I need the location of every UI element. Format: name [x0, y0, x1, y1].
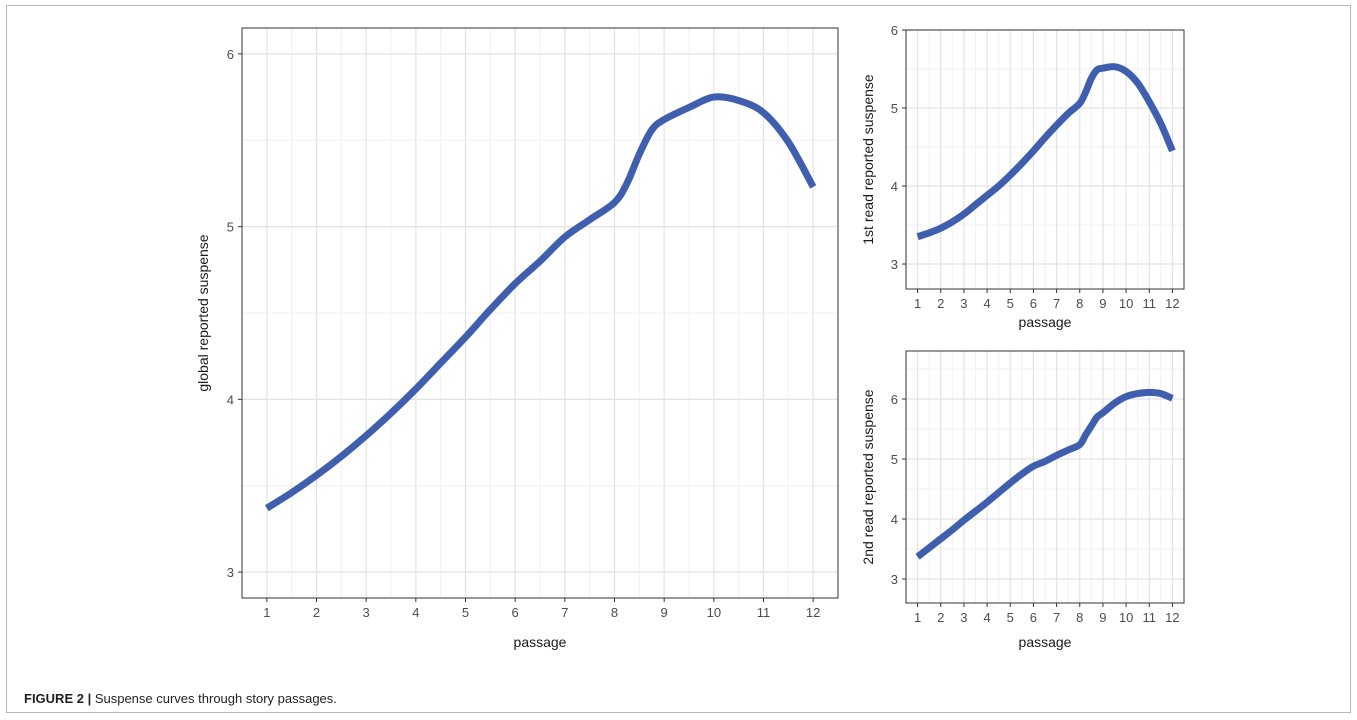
x-tick-label: 11 [1143, 296, 1157, 311]
x-tick-label: 11 [757, 605, 771, 620]
x-tick-label: 7 [1053, 296, 1060, 311]
x-tick-label: 1 [263, 605, 270, 620]
series-line [915, 388, 1174, 560]
series-line [264, 93, 817, 512]
x-tick-label: 8 [1076, 296, 1083, 311]
caption-text: Suspense curves through story passages. [91, 691, 337, 706]
y-tick-label: 6 [227, 47, 234, 62]
y-axis-title: 2nd read reported suspense [860, 389, 876, 564]
y-tick-label: 3 [891, 257, 898, 272]
y-tick-label: 4 [891, 512, 898, 527]
x-axis-title: passage [514, 634, 567, 650]
y-tick-label: 3 [227, 565, 234, 580]
series-line [916, 63, 1176, 241]
y-tick-label: 5 [227, 220, 234, 235]
x-tick-label: 7 [561, 605, 568, 620]
x-tick-label: 4 [412, 605, 419, 620]
x-tick-label: 5 [1007, 296, 1014, 311]
x-tick-label: 11 [1143, 610, 1157, 625]
x-tick-label: 8 [1076, 610, 1083, 625]
plot-border [905, 29, 1185, 290]
y-tick-label: 5 [891, 101, 898, 116]
y-tick-label: 6 [891, 392, 898, 407]
plot-border [241, 27, 839, 599]
x-tick-label: 9 [1099, 610, 1106, 625]
x-tick-label: 12 [1165, 610, 1179, 625]
x-tick-label: 12 [1165, 296, 1179, 311]
x-tick-label: 3 [960, 296, 967, 311]
x-tick-label: 12 [806, 605, 820, 620]
x-tick-label: 2 [937, 296, 944, 311]
x-tick-label: 6 [1030, 610, 1037, 625]
x-tick-label: 2 [937, 610, 944, 625]
y-tick-label: 3 [891, 572, 898, 587]
x-tick-label: 10 [1119, 296, 1133, 311]
x-tick-label: 3 [363, 605, 370, 620]
figure-caption: FIGURE 2 | Suspense curves through story… [24, 691, 337, 706]
plot-border [905, 350, 1185, 604]
x-tick-label: 4 [983, 610, 990, 625]
y-tick-label: 6 [891, 23, 898, 38]
y-tick-label: 4 [227, 392, 234, 407]
x-axis-title: passage [1019, 314, 1072, 330]
x-tick-label: 5 [1007, 610, 1014, 625]
x-tick-label: 4 [983, 296, 990, 311]
x-tick-label: 7 [1053, 610, 1060, 625]
y-axis-title: 1st read reported suspense [860, 74, 876, 245]
x-tick-label: 2 [313, 605, 320, 620]
x-tick-label: 1 [914, 610, 921, 625]
x-tick-label: 9 [1099, 296, 1106, 311]
caption-label: FIGURE 2 | [24, 691, 92, 706]
figure-frame [6, 5, 1351, 713]
x-tick-label: 10 [1119, 610, 1133, 625]
x-axis-title: passage [1019, 634, 1072, 650]
x-tick-label: 6 [1030, 296, 1037, 311]
y-tick-label: 5 [891, 452, 898, 467]
x-tick-label: 10 [707, 605, 721, 620]
x-tick-label: 1 [914, 296, 921, 311]
y-axis-title: global reported suspense [195, 234, 211, 391]
y-tick-label: 4 [891, 179, 898, 194]
x-tick-label: 3 [960, 610, 967, 625]
x-tick-label: 9 [661, 605, 668, 620]
x-tick-label: 5 [462, 605, 469, 620]
x-tick-label: 6 [512, 605, 519, 620]
x-tick-label: 8 [611, 605, 618, 620]
